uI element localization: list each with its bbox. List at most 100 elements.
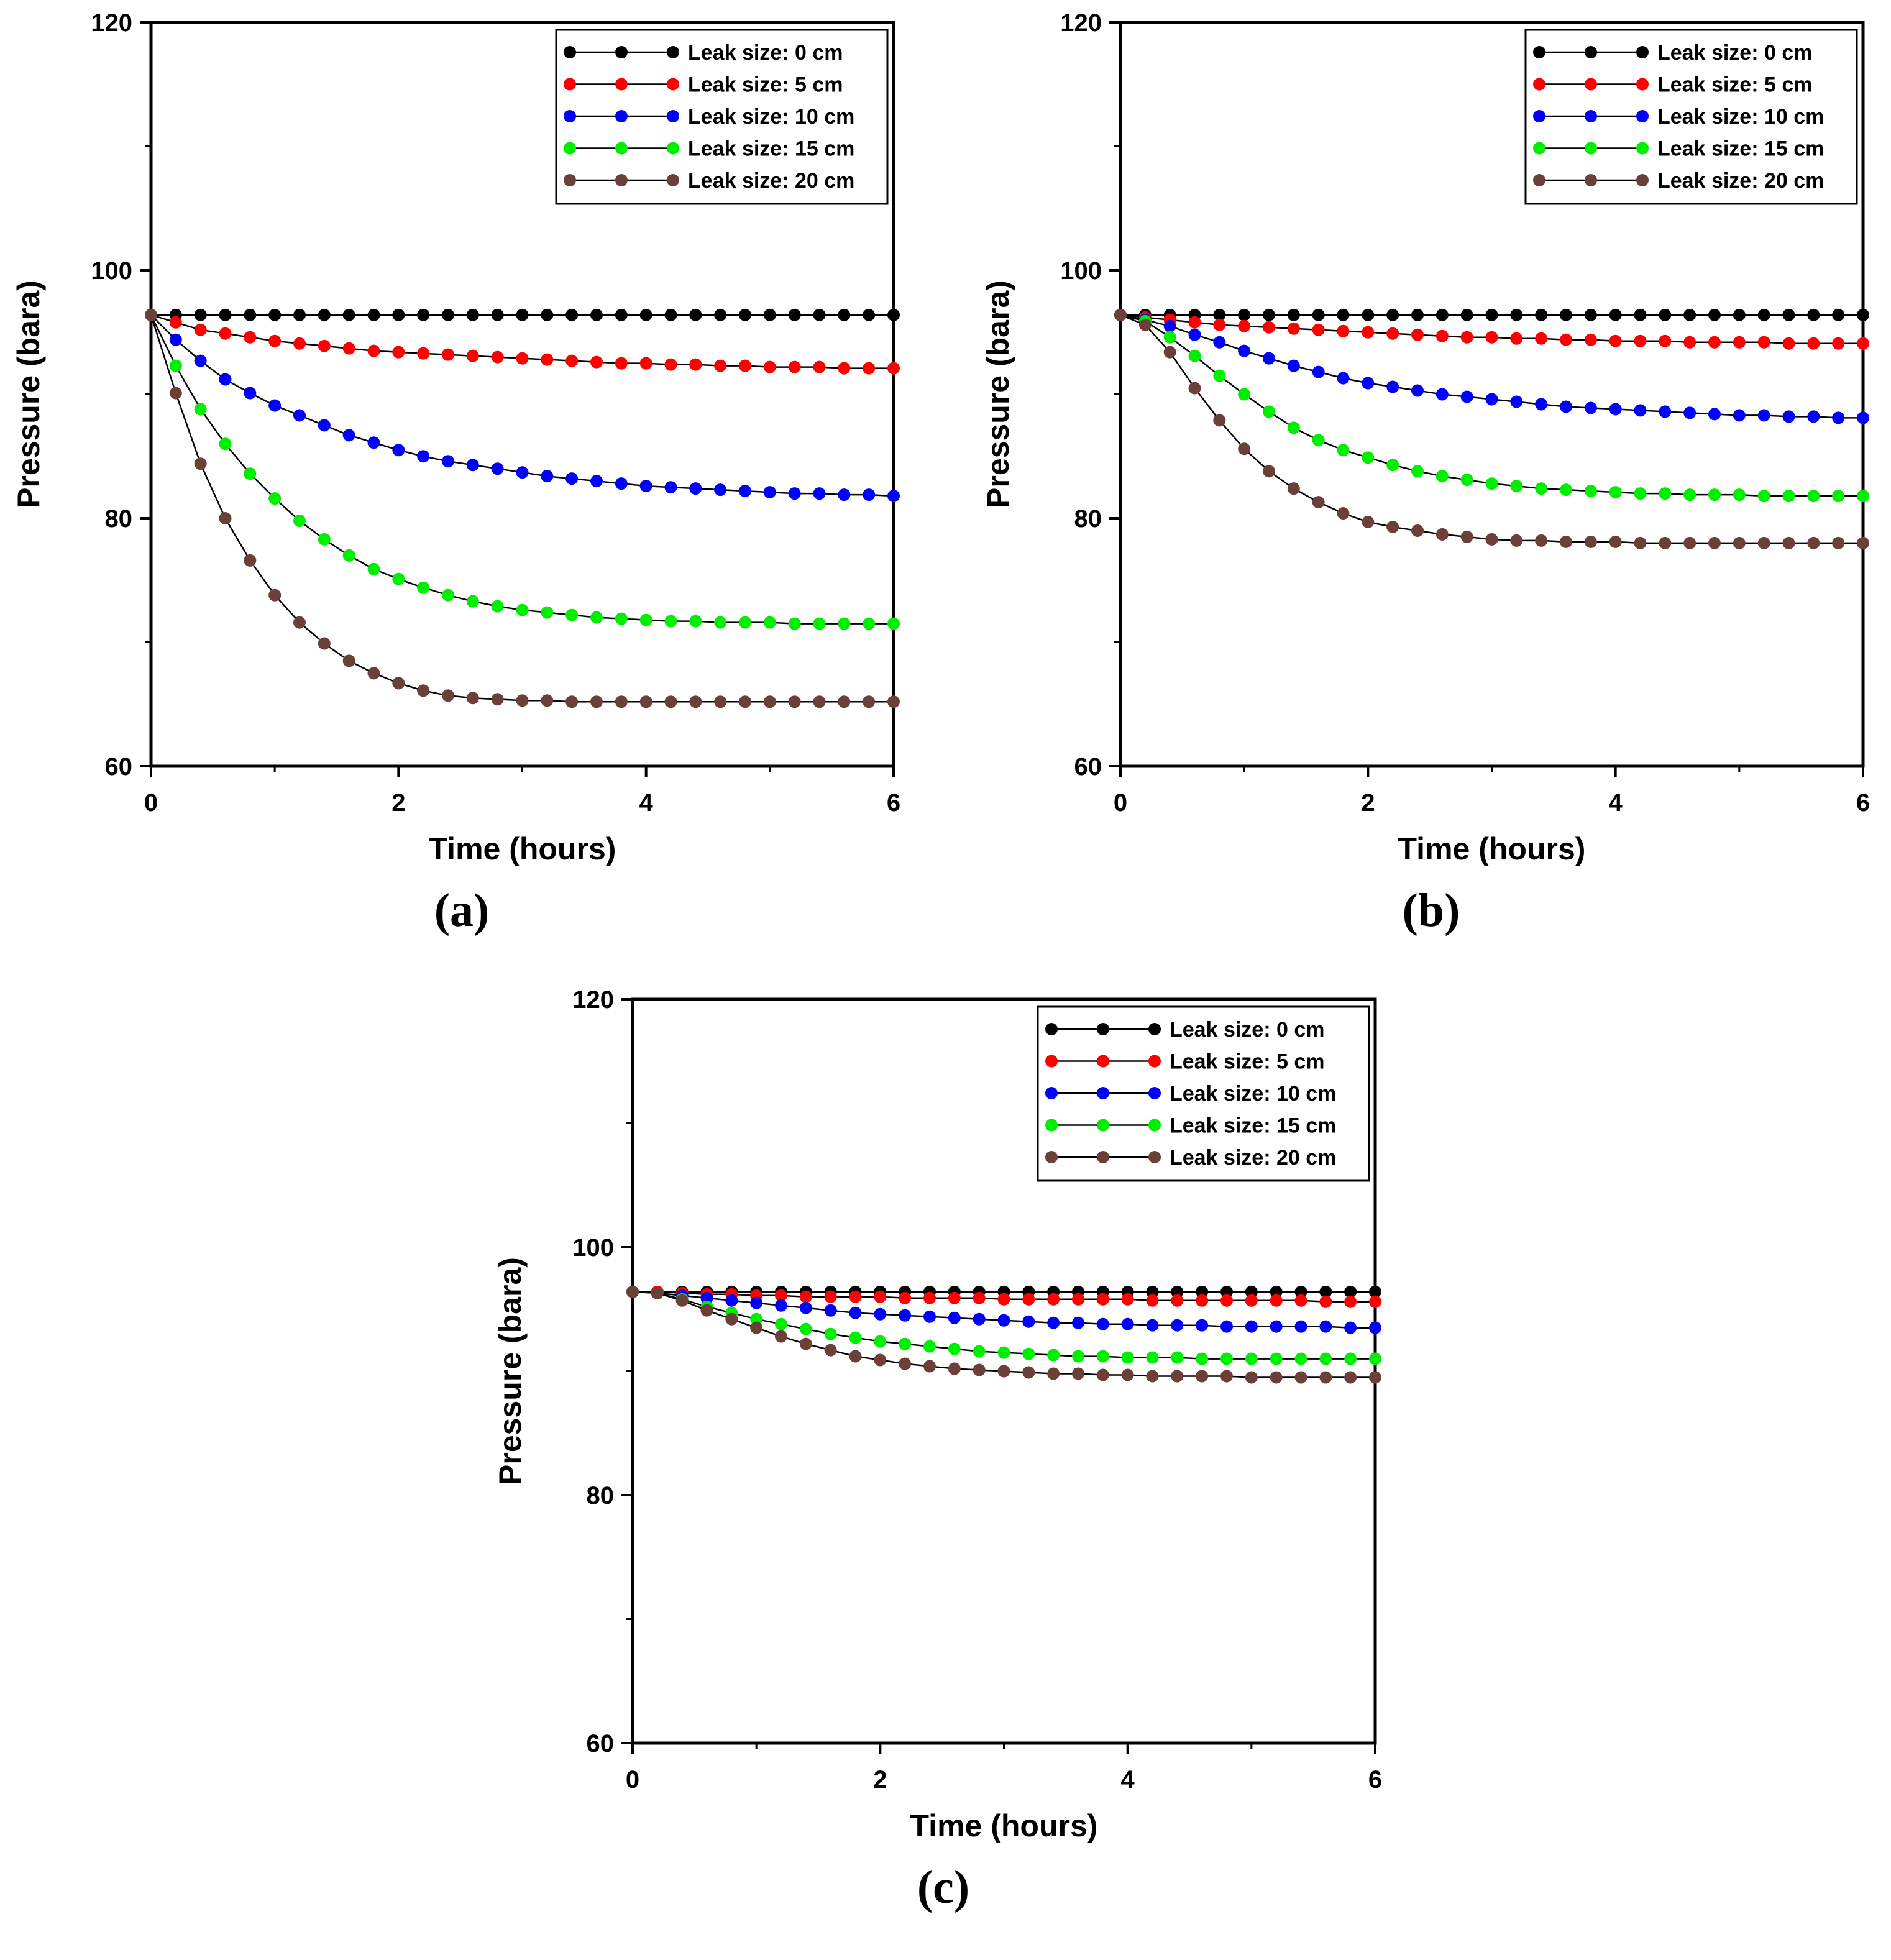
data-point	[1782, 337, 1795, 350]
data-point	[615, 357, 628, 370]
x-tick-label: 0	[626, 1766, 639, 1793]
legend-marker	[564, 174, 576, 186]
data-point	[1782, 536, 1795, 549]
data-point	[1510, 332, 1523, 345]
data-point	[1163, 319, 1176, 332]
legend-label: Leak size: 10 cm	[688, 105, 854, 129]
data-point	[1560, 535, 1572, 548]
data-point	[1369, 1371, 1381, 1384]
data-point	[541, 606, 554, 619]
data-point	[1362, 515, 1375, 528]
data-point	[1196, 1294, 1209, 1307]
data-point	[1238, 442, 1251, 456]
data-point	[689, 482, 702, 495]
data-point	[318, 339, 331, 352]
data-point	[739, 616, 751, 629]
legend-label: Leak size: 0 cm	[688, 41, 843, 65]
data-point	[1733, 488, 1746, 501]
series-4	[1114, 308, 1869, 549]
data-point	[763, 486, 776, 499]
data-point	[1220, 1320, 1233, 1333]
data-point	[997, 1346, 1010, 1359]
data-point	[1121, 1293, 1134, 1306]
data-point	[1220, 1294, 1233, 1307]
data-point	[1708, 488, 1721, 501]
data-point	[367, 562, 380, 575]
data-point	[739, 308, 751, 321]
legend-marker	[667, 142, 679, 155]
data-point	[1584, 308, 1597, 321]
data-point	[1213, 336, 1226, 349]
data-point	[1832, 337, 1845, 350]
data-point	[1560, 400, 1572, 413]
data-point	[1733, 536, 1746, 549]
legend-marker	[564, 78, 576, 91]
y-axis-title: Pressure (bara)	[11, 280, 46, 508]
legend-marker	[667, 110, 679, 122]
legend-label: Leak size: 0 cm	[1170, 1018, 1324, 1042]
panel-label: (b)	[1403, 884, 1460, 936]
legend-marker	[1045, 1023, 1058, 1035]
data-point	[1121, 1351, 1134, 1364]
data-point	[516, 308, 529, 321]
data-point	[1708, 536, 1721, 549]
data-point	[615, 477, 628, 490]
data-point	[1411, 384, 1424, 397]
data-point	[194, 323, 207, 336]
data-point	[813, 360, 826, 373]
data-point	[887, 362, 900, 375]
data-point	[1312, 308, 1325, 321]
data-point	[442, 455, 454, 468]
data-point	[1270, 1285, 1283, 1298]
data-point	[1386, 380, 1399, 393]
data-point	[1659, 536, 1672, 549]
data-point	[973, 1345, 986, 1358]
legend-label: Leak size: 20 cm	[1170, 1146, 1336, 1170]
data-point	[651, 1286, 664, 1299]
data-point	[664, 308, 677, 321]
x-tick-label: 6	[1856, 789, 1870, 817]
data-point	[1196, 1352, 1209, 1365]
legend-label: Leak size: 0 cm	[1657, 41, 1812, 65]
data-point	[1213, 369, 1226, 382]
data-point	[813, 617, 826, 630]
data-point	[1460, 331, 1473, 344]
data-point	[244, 554, 257, 567]
data-point	[664, 615, 677, 628]
legend-marker	[1148, 1151, 1161, 1163]
data-point	[1708, 336, 1721, 349]
data-point	[1683, 406, 1696, 419]
data-point	[1659, 334, 1672, 347]
legend-marker	[1533, 174, 1545, 186]
data-point	[1733, 308, 1746, 321]
y-tick-label: 100	[572, 1234, 614, 1262]
data-point	[1344, 1285, 1357, 1298]
data-point	[639, 308, 652, 321]
data-point	[442, 588, 454, 602]
data-point	[750, 1296, 763, 1309]
legend-marker	[1533, 110, 1545, 122]
data-point	[590, 611, 603, 624]
data-point	[392, 677, 405, 690]
legend: Leak size: 0 cm Leak size: 5 cm Leak size:…	[1524, 29, 1858, 205]
legend-marker	[1148, 1119, 1161, 1132]
data-point	[219, 437, 232, 451]
legend-marker	[1533, 46, 1545, 58]
x-tick-label: 0	[1114, 789, 1127, 817]
data-point	[268, 308, 282, 321]
data-point	[268, 588, 282, 602]
series-1	[145, 308, 900, 375]
data-point	[1319, 1352, 1332, 1365]
legend-label: Leak size: 15 cm	[688, 137, 854, 161]
data-point	[1560, 308, 1572, 321]
legend-marker	[1636, 46, 1649, 58]
data-point	[318, 419, 331, 432]
data-point	[1362, 451, 1375, 464]
data-point	[1510, 308, 1523, 321]
data-point	[342, 654, 355, 667]
x-tick-label: 6	[887, 789, 900, 817]
data-point	[1146, 1351, 1159, 1364]
data-point	[244, 387, 257, 400]
data-point	[1072, 1367, 1084, 1380]
data-point	[1245, 1320, 1258, 1333]
